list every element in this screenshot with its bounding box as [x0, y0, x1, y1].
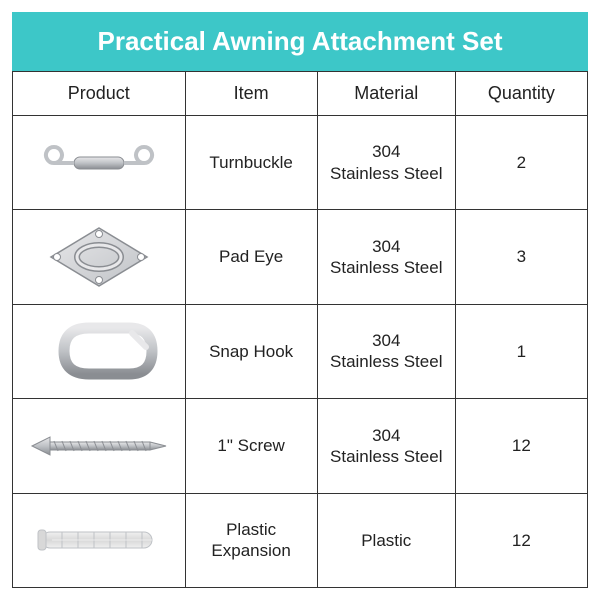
cell-item: Pad Eye [185, 210, 317, 304]
cell-material: 304Stainless Steel [317, 304, 455, 398]
screw-icon [13, 399, 186, 493]
table-row: Pad Eye304Stainless Steel3 [13, 210, 588, 304]
cell-material: 304Stainless Steel [317, 210, 455, 304]
table-row: Snap Hook304Stainless Steel1 [13, 304, 588, 398]
turnbuckle-icon [13, 116, 186, 210]
cell-item: Turnbuckle [185, 116, 317, 210]
cell-quantity: 12 [455, 399, 587, 493]
snap-hook-icon [13, 304, 186, 398]
plastic-exp-icon [13, 493, 186, 587]
cell-material: 304Stainless Steel [317, 399, 455, 493]
header-quantity: Quantity [455, 72, 587, 116]
cell-quantity: 12 [455, 493, 587, 587]
header-product: Product [13, 72, 186, 116]
product-table-card: Practical Awning Attachment Set Product … [12, 12, 588, 588]
table-row: 1" Screw304Stainless Steel12 [13, 399, 588, 493]
cell-material: Plastic [317, 493, 455, 587]
table-row: Turnbuckle304Stainless Steel2 [13, 116, 588, 210]
product-table: Product Item Material Quantity Turnbuckl… [12, 71, 588, 588]
cell-quantity: 2 [455, 116, 587, 210]
cell-item: Snap Hook [185, 304, 317, 398]
header-item: Item [185, 72, 317, 116]
header-material: Material [317, 72, 455, 116]
table-body: Turnbuckle304Stainless Steel2 Pad Eye304… [13, 116, 588, 588]
cell-material: 304Stainless Steel [317, 116, 455, 210]
title-bar: Practical Awning Attachment Set [12, 12, 588, 71]
cell-quantity: 1 [455, 304, 587, 398]
table-row: PlasticExpansionPlastic12 [13, 493, 588, 587]
title-text: Practical Awning Attachment Set [97, 26, 502, 56]
cell-quantity: 3 [455, 210, 587, 304]
cell-item: 1" Screw [185, 399, 317, 493]
cell-item: PlasticExpansion [185, 493, 317, 587]
header-row: Product Item Material Quantity [13, 72, 588, 116]
pad-eye-icon [13, 210, 186, 304]
